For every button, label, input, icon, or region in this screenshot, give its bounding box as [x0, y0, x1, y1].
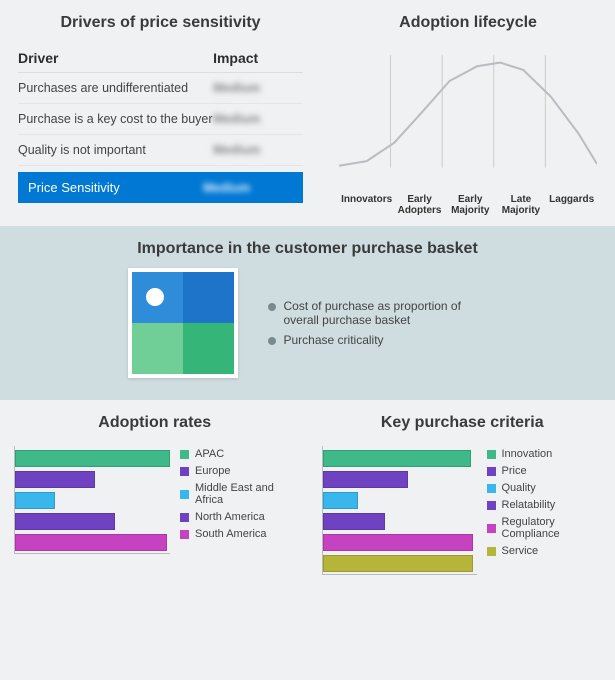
legend-label: Regulatory Compliance: [502, 516, 604, 540]
impact-cell: Medium: [213, 143, 303, 157]
lifecycle-svg: [339, 46, 597, 184]
adoption-bars: [14, 446, 170, 554]
table-row: Purchase is a key cost to the buyer Medi…: [18, 104, 303, 135]
legend-label: Service: [502, 545, 539, 557]
lifecycle-title: Adoption lifecycle: [339, 14, 597, 32]
legend-text: Purchase criticality: [284, 333, 384, 347]
legend-text: Cost of purchase as proportion of overal…: [284, 299, 488, 327]
legend-label: Innovation: [502, 448, 553, 460]
quadrant-cell: [132, 323, 183, 374]
adoption-legend: APAC Europe Middle East and Africa North Am…: [180, 446, 296, 554]
lifecycle-segment-label: Early Majority: [445, 194, 496, 216]
lifecycle-segment-label: Late Majority: [496, 194, 547, 216]
legend-item: Innovation: [487, 448, 604, 460]
lifecycle-chart: InnovatorsEarly AdoptersEarly MajorityLa…: [339, 46, 597, 216]
drivers-table-head: Driver Impact: [18, 50, 303, 73]
legend-item: Regulatory Compliance: [487, 516, 604, 540]
legend-item: Middle East and Africa: [180, 482, 296, 506]
legend-label: Middle East and Africa: [195, 482, 296, 506]
legend-swatch: [180, 513, 189, 522]
bar: [15, 450, 170, 467]
table-row: Quality is not important Medium: [18, 135, 303, 166]
highlight-impact: Medium: [203, 181, 293, 195]
col-head-impact: Impact: [213, 50, 303, 66]
bullet-icon: [268, 337, 276, 345]
criteria-title: Key purchase criteria: [322, 414, 604, 432]
legend-item: South America: [180, 528, 296, 540]
legend-item: APAC: [180, 448, 296, 460]
legend-item: Purchase criticality: [268, 333, 488, 347]
price-sensitivity-row: Price Sensitivity Medium: [18, 172, 303, 203]
basket-title: Importance in the customer purchase bask…: [18, 240, 597, 258]
legend-item: Service: [487, 545, 604, 557]
legend-swatch: [180, 490, 189, 499]
bar: [323, 534, 473, 551]
basket-quadrant: [128, 268, 238, 378]
adoption-panel: Adoption rates APAC Europe Middle East and…: [0, 400, 308, 585]
legend-label: Price: [502, 465, 527, 477]
legend-label: North America: [195, 511, 265, 523]
driver-cell: Purchases are undifferentiated: [18, 81, 213, 95]
legend-label: APAC: [195, 448, 224, 460]
lifecycle-labels: InnovatorsEarly AdoptersEarly MajorityLa…: [339, 194, 597, 216]
quadrant-cell: [183, 323, 234, 374]
legend-swatch: [180, 450, 189, 459]
col-head-driver: Driver: [18, 50, 213, 66]
legend-item: North America: [180, 511, 296, 523]
basket-panel: Importance in the customer purchase bask…: [0, 226, 615, 400]
bullet-icon: [268, 303, 276, 311]
legend-item: Europe: [180, 465, 296, 477]
legend-item: Price: [487, 465, 604, 477]
legend-item: Quality: [487, 482, 604, 494]
lifecycle-segment-label: Early Adopters: [394, 194, 445, 216]
legend-swatch: [487, 501, 496, 510]
legend-swatch: [180, 467, 189, 476]
driver-cell: Purchase is a key cost to the buyer: [18, 112, 213, 126]
legend-swatch: [487, 484, 496, 493]
basket-legend: Cost of purchase as proportion of overal…: [268, 293, 488, 353]
drivers-title: Drivers of price sensitivity: [18, 14, 303, 32]
bar: [323, 555, 473, 572]
bar: [323, 492, 358, 509]
legend-swatch: [180, 530, 189, 539]
bar: [15, 534, 167, 551]
impact-cell: Medium: [213, 112, 303, 126]
quadrant-cell: [183, 272, 234, 323]
bar: [323, 471, 408, 488]
legend-label: Quality: [502, 482, 536, 494]
legend-swatch: [487, 547, 496, 556]
legend-swatch: [487, 467, 496, 476]
adoption-title: Adoption rates: [14, 414, 296, 432]
legend-item: Cost of purchase as proportion of overal…: [268, 299, 488, 327]
legend-swatch: [487, 524, 496, 533]
bar: [15, 471, 95, 488]
bar: [323, 513, 385, 530]
criteria-panel: Key purchase criteria Innovation Price Qua…: [308, 400, 615, 585]
lifecycle-segment-label: Innovators: [339, 194, 394, 216]
legend-label: Europe: [195, 465, 230, 477]
basket-dot: [146, 288, 164, 306]
bar: [323, 450, 471, 467]
impact-cell: Medium: [213, 81, 303, 95]
legend-swatch: [487, 450, 496, 459]
bar: [15, 492, 55, 509]
highlight-driver: Price Sensitivity: [28, 180, 203, 195]
lifecycle-segment-label: Laggards: [546, 194, 597, 216]
table-row: Purchases are undifferentiated Medium: [18, 73, 303, 104]
legend-label: South America: [195, 528, 267, 540]
driver-cell: Quality is not important: [18, 143, 213, 157]
criteria-bars: [322, 446, 477, 575]
legend-label: Relatability: [502, 499, 556, 511]
bar: [15, 513, 115, 530]
lifecycle-panel: Adoption lifecycle InnovatorsEarly Adopt…: [321, 0, 615, 226]
legend-item: Relatability: [487, 499, 604, 511]
criteria-legend: Innovation Price Quality Relatability Regula…: [487, 446, 604, 575]
drivers-panel: Drivers of price sensitivity Driver Impa…: [0, 0, 321, 226]
